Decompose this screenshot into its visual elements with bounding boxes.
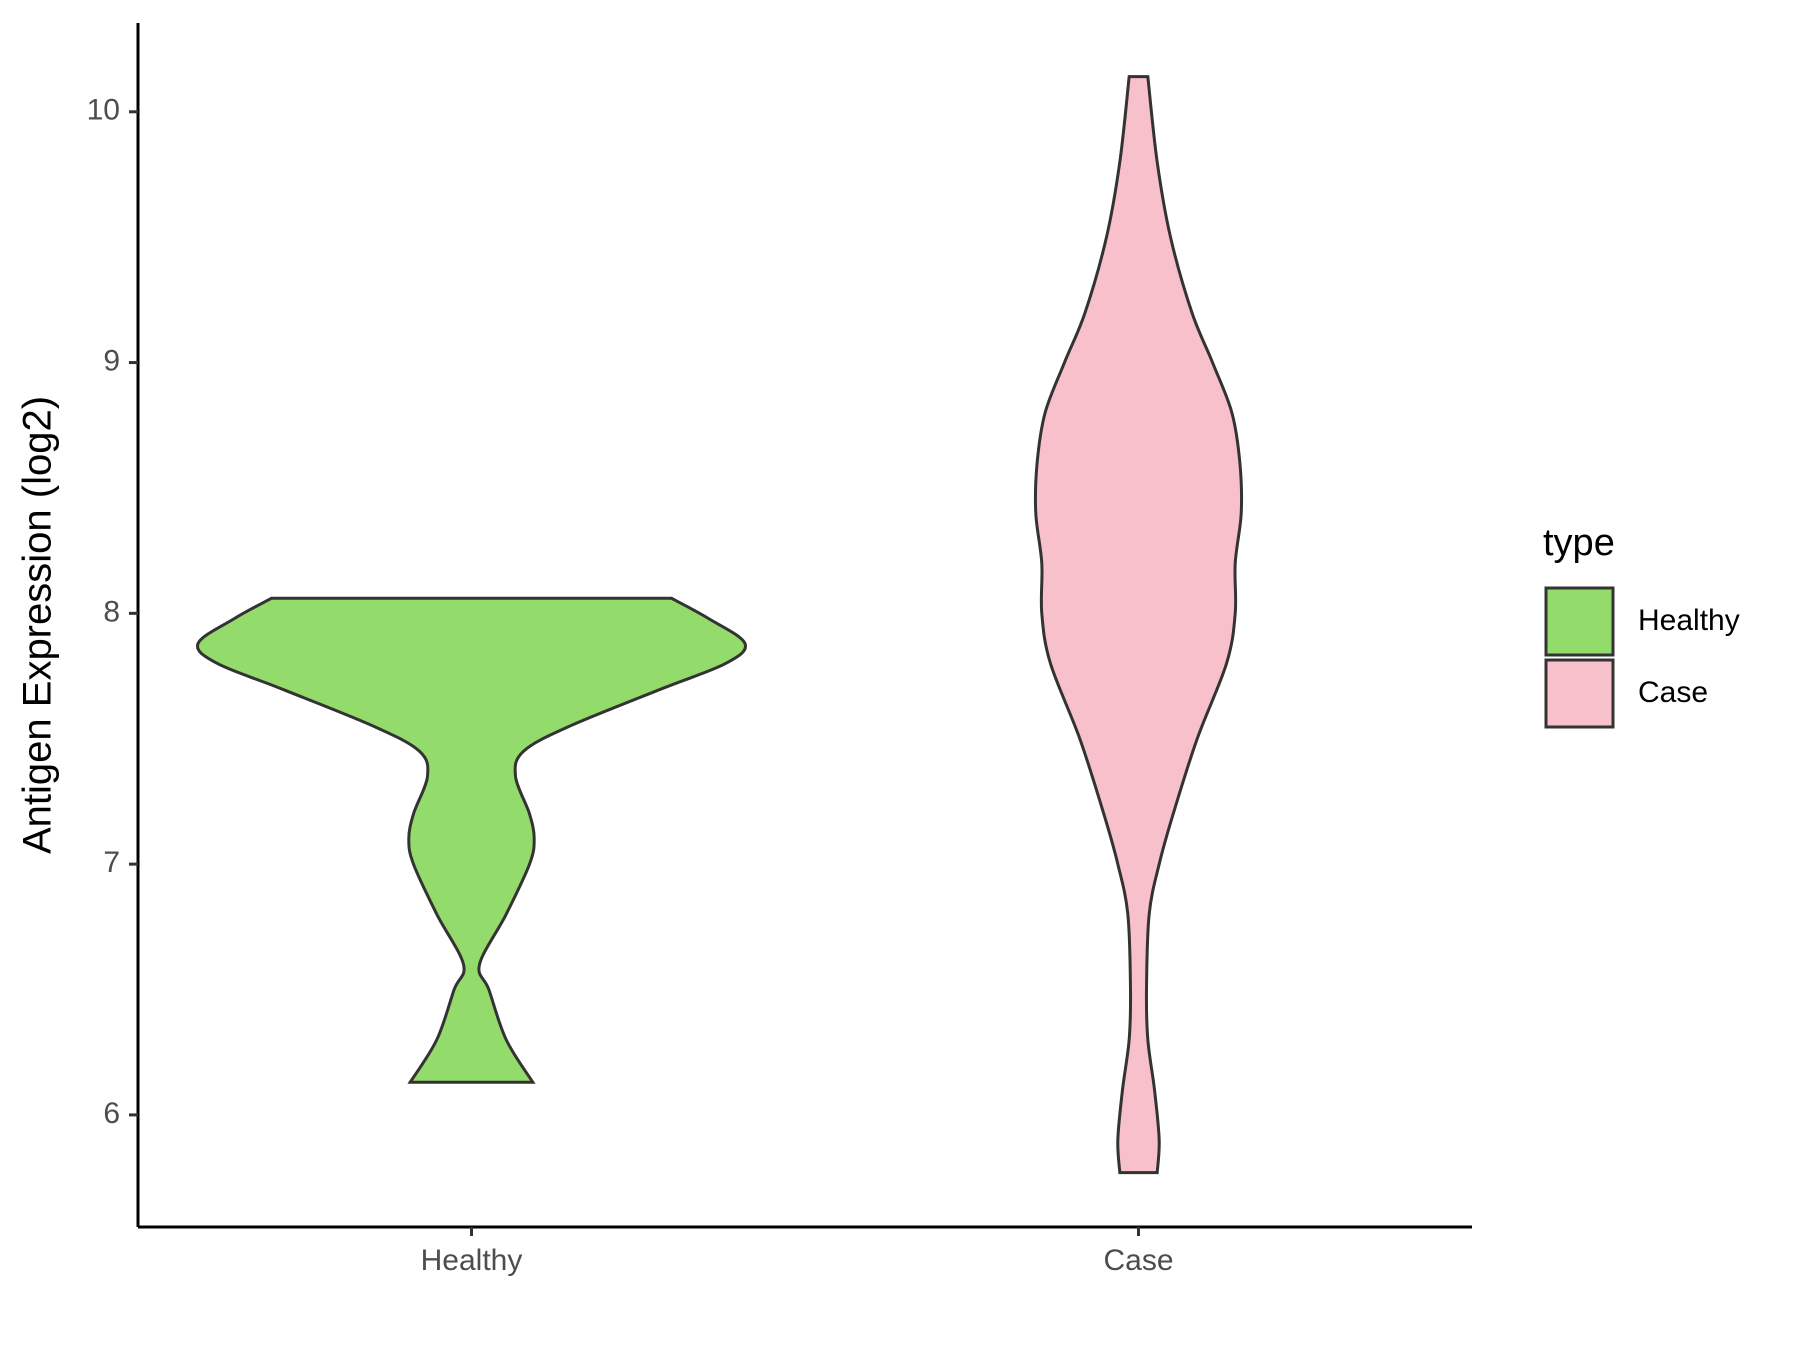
legend-key xyxy=(1544,658,1615,729)
x-tick-label: Case xyxy=(1103,1244,1173,1277)
y-tick-label: 7 xyxy=(103,846,120,879)
legend-label: Healthy xyxy=(1638,604,1740,637)
y-tick-label: 10 xyxy=(87,94,120,127)
y-axis-label: Antigen Expression (log2) xyxy=(16,396,60,854)
y-tick-label: 6 xyxy=(103,1097,120,1130)
x-tick-label: Healthy xyxy=(421,1244,523,1277)
legend-label: Case xyxy=(1638,676,1708,709)
violin xyxy=(195,596,748,1084)
y-tick-label: 9 xyxy=(103,344,120,377)
legend-title: type xyxy=(1543,522,1615,564)
y-tick-label: 8 xyxy=(103,595,120,628)
violin xyxy=(1033,75,1244,1175)
legend-key xyxy=(1544,586,1615,657)
